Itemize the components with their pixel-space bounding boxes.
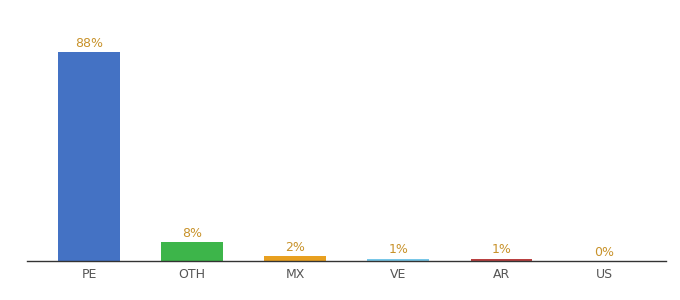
Bar [161, 242, 223, 261]
Bar [367, 259, 429, 261]
Bar [471, 259, 532, 261]
Text: 0%: 0% [594, 246, 615, 259]
Text: 2%: 2% [286, 241, 305, 254]
Text: 1%: 1% [492, 243, 511, 256]
Bar [58, 52, 120, 261]
Text: 8%: 8% [182, 227, 202, 240]
Text: 1%: 1% [388, 243, 408, 256]
Text: 88%: 88% [75, 37, 103, 50]
Bar [265, 256, 326, 261]
